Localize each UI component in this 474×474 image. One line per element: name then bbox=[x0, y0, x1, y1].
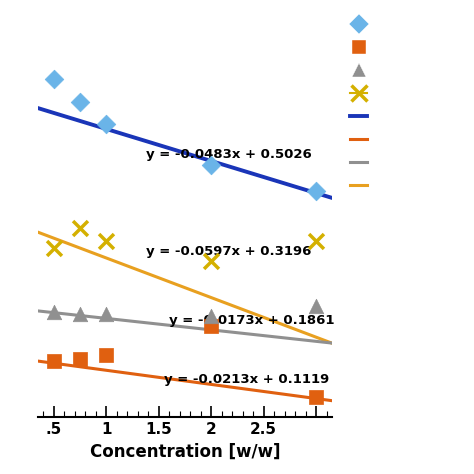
Point bbox=[76, 355, 84, 363]
Point bbox=[50, 309, 57, 316]
Text: y = -0.0597x + 0.3196: y = -0.0597x + 0.3196 bbox=[146, 245, 311, 258]
Text: y = -0.0173x + 0.1861: y = -0.0173x + 0.1861 bbox=[169, 314, 335, 328]
X-axis label: Concentration [w/w]: Concentration [w/w] bbox=[90, 443, 280, 461]
Point bbox=[312, 393, 320, 401]
Point bbox=[207, 322, 215, 329]
Point bbox=[312, 302, 320, 310]
Text: y = -0.0483x + 0.5026: y = -0.0483x + 0.5026 bbox=[146, 148, 312, 162]
Point bbox=[207, 161, 215, 169]
Point bbox=[207, 312, 215, 319]
Point bbox=[102, 237, 110, 245]
Point bbox=[312, 188, 320, 195]
Point bbox=[50, 357, 57, 365]
Point bbox=[102, 310, 110, 318]
Point bbox=[102, 352, 110, 359]
Point bbox=[312, 237, 320, 245]
Legend: , , , , , , , : , , , , , , , bbox=[350, 18, 370, 193]
Point bbox=[76, 224, 84, 232]
Point bbox=[50, 75, 57, 82]
Point bbox=[102, 120, 110, 128]
Point bbox=[207, 257, 215, 265]
Point bbox=[76, 310, 84, 318]
Point bbox=[50, 244, 57, 252]
Text: y = -0.0213x + 0.1119: y = -0.0213x + 0.1119 bbox=[164, 373, 329, 386]
Point bbox=[76, 98, 84, 106]
